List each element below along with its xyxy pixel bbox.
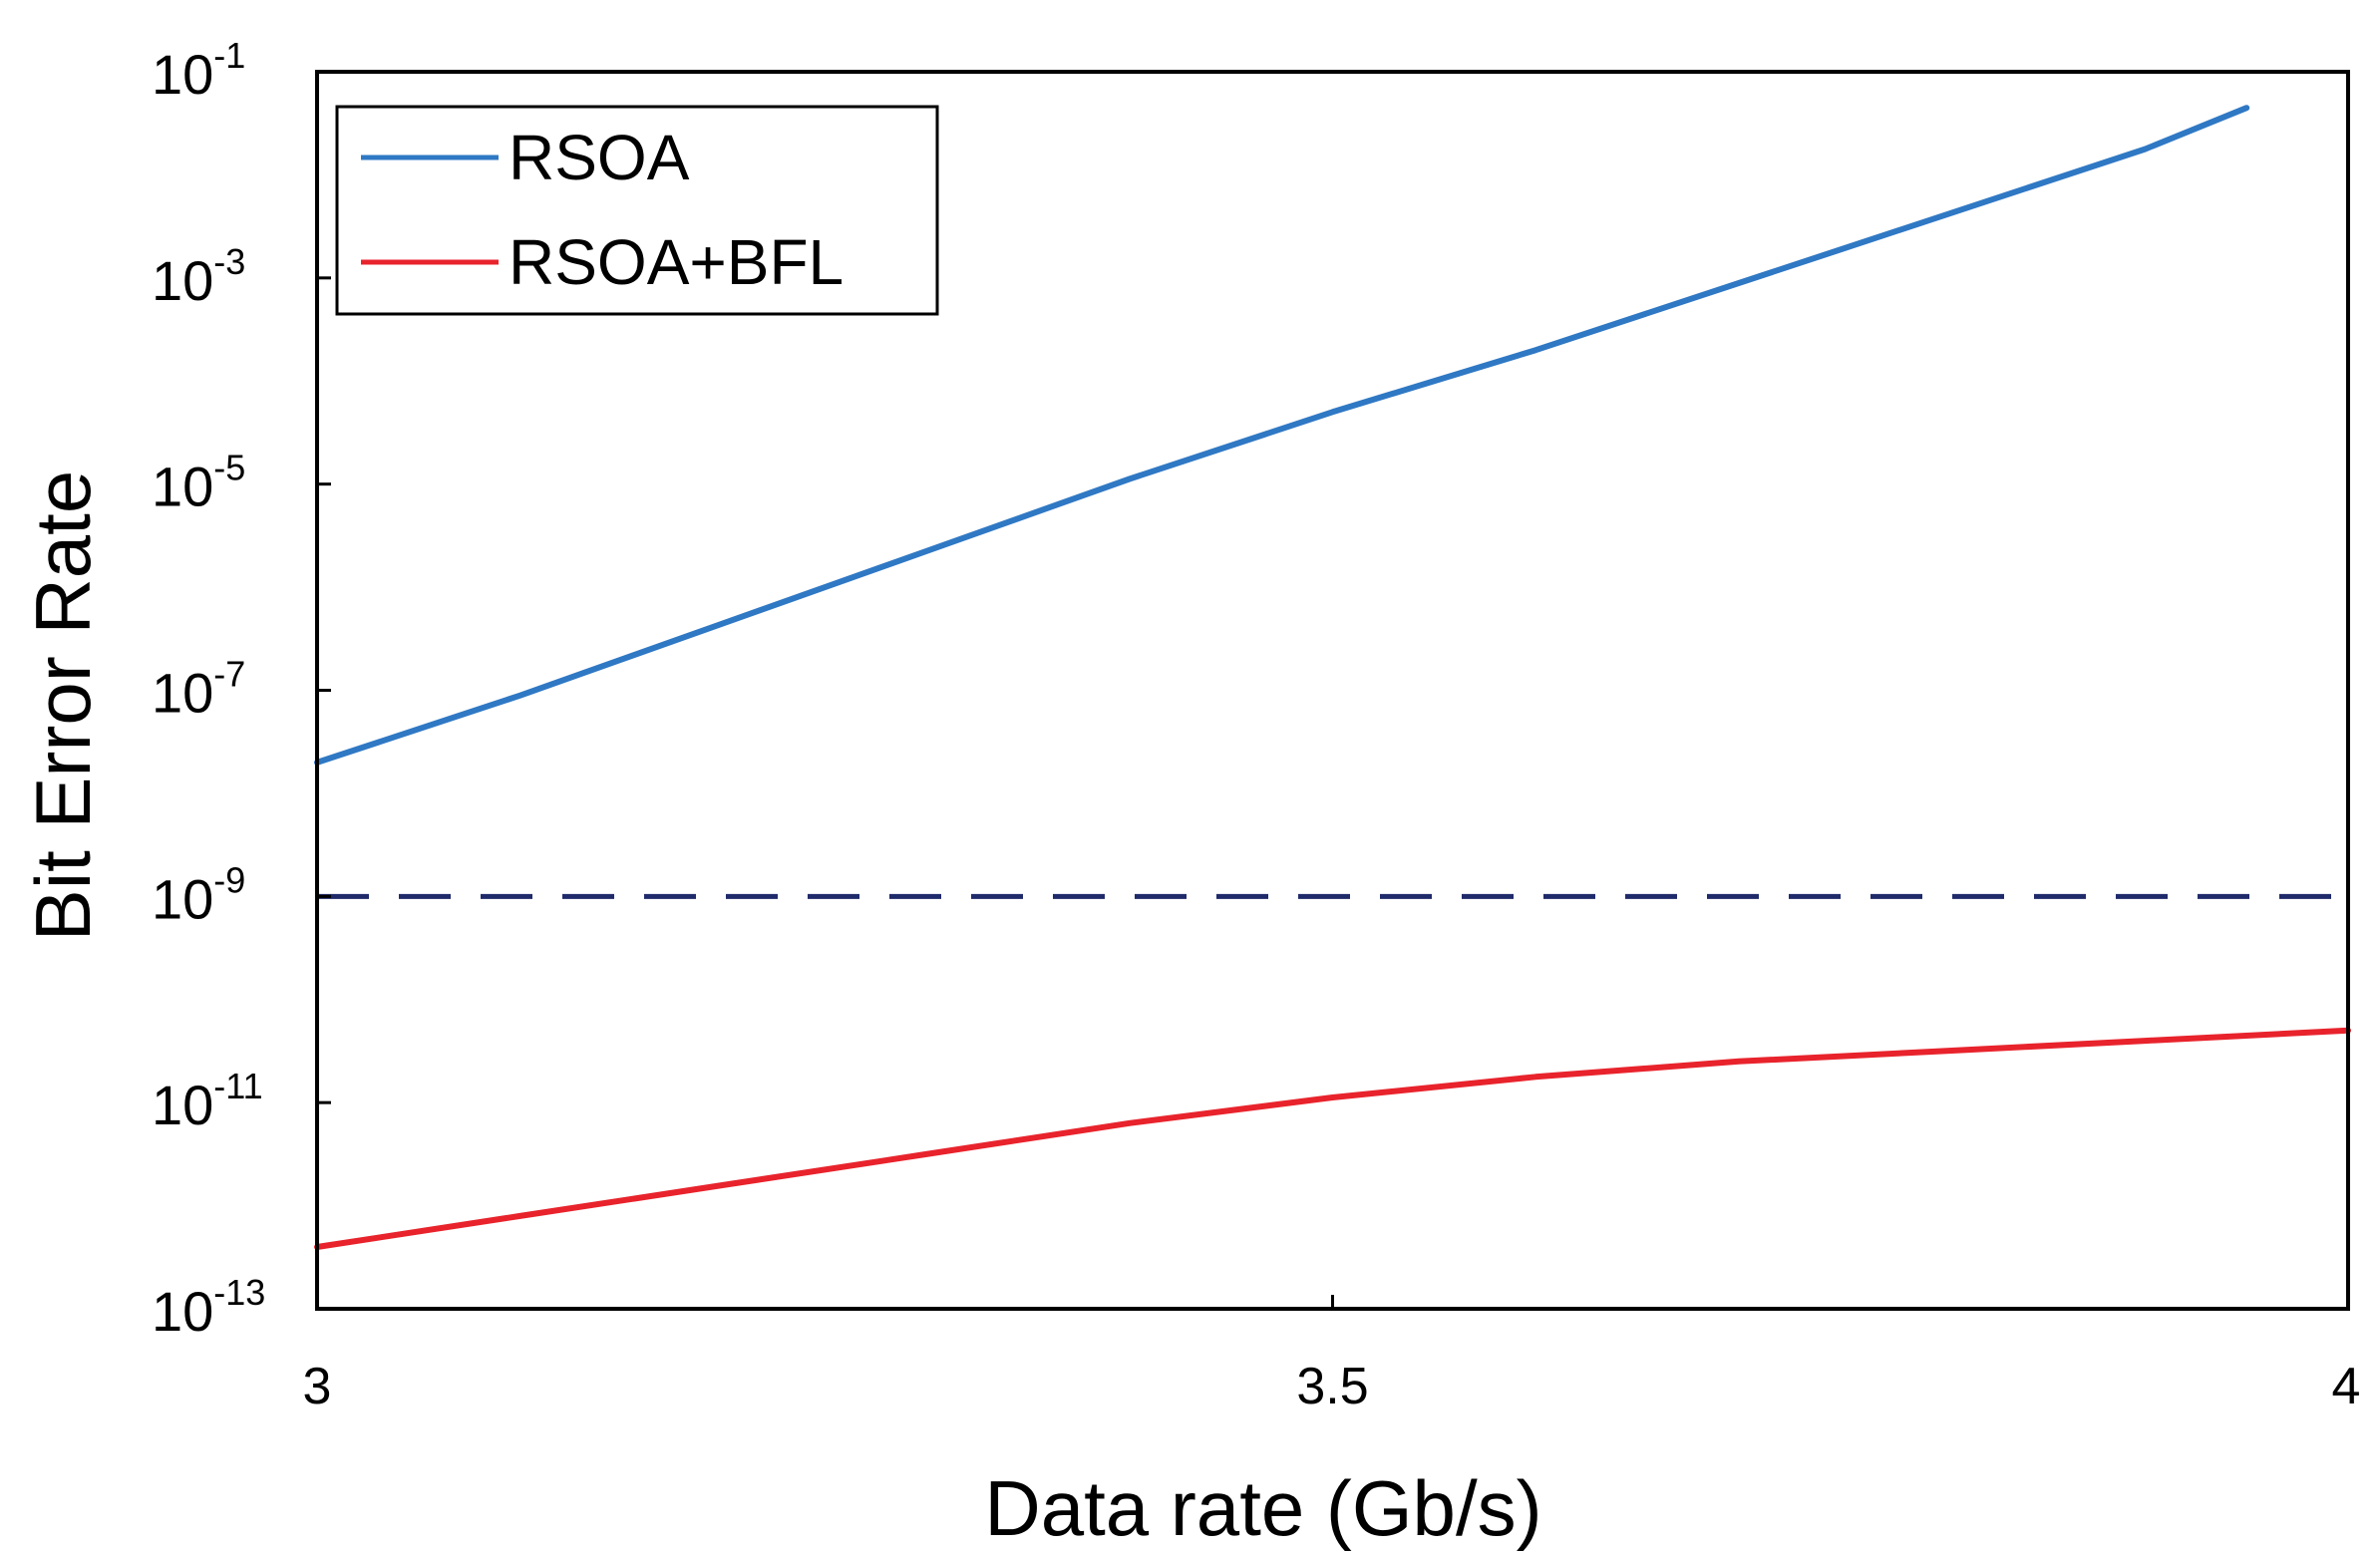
x-tick-label: 3 — [303, 1358, 332, 1415]
y-tick-label: 10-13 — [152, 1272, 265, 1343]
series-line-rsoa-bfl — [314, 1027, 2351, 1250]
y-tick-label: 10-3 — [152, 241, 245, 312]
y-tick-label: 10-11 — [152, 1066, 263, 1136]
y-axis-ticks: 10-1 10-3 10-5 10-7 10-9 10-11 10-13 — [152, 35, 331, 1343]
y-tick-label: 10-9 — [152, 859, 245, 930]
series-line-rsoa — [314, 105, 2250, 766]
legend: RSOA RSOA+BFL — [335, 105, 939, 316]
y-tick-label: 10-7 — [152, 654, 245, 725]
y-axis-title: Bit Error Rate — [19, 470, 107, 941]
x-axis-title: Data rate (Gb/s) — [984, 1464, 1541, 1552]
legend-label-rsoa-bfl: RSOA+BFL — [509, 226, 844, 298]
x-tick-label: 4 — [2332, 1358, 2361, 1415]
x-tick-label: 3.5 — [1296, 1358, 1368, 1415]
y-tick-label: 10-5 — [152, 448, 245, 518]
plot-area — [314, 70, 2351, 1311]
legend-box — [335, 105, 939, 316]
legend-label-rsoa: RSOA — [509, 122, 690, 193]
x-axis-ticks: 3 3.5 4 — [303, 1295, 2361, 1415]
y-tick-label: 10-1 — [152, 35, 245, 106]
